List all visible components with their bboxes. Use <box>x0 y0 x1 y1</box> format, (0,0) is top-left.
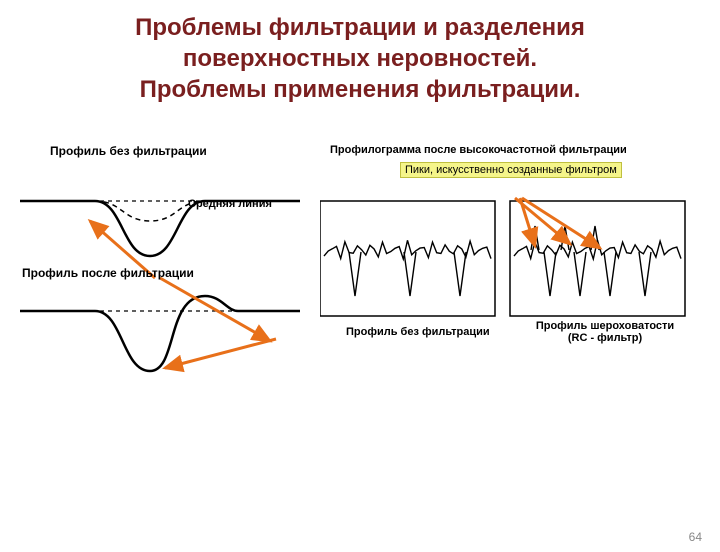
label-mid-line: Средняя линия <box>188 198 272 210</box>
title-line-3: Проблемы применения фильтрации. <box>0 74 720 105</box>
title-line-1: Проблемы фильтрации и разделения <box>0 12 720 43</box>
page-title: Проблемы фильтрации и разделения поверхн… <box>0 12 720 106</box>
label-profile-no-filter-bottom: Профиль без фильтрации <box>346 326 490 338</box>
label-roughness-profile: Профиль шероховатости (RC - фильтр) <box>525 320 685 344</box>
title-line-2: поверхностных неровностей. <box>0 43 720 74</box>
label-profilogram-hf: Профилограмма после высокочастотной филь… <box>330 144 627 156</box>
highlight-artificial-peaks: Пики, искусственно созданные фильтром <box>400 162 622 178</box>
diagram-area: Профиль без фильтрации Средняя линия Про… <box>0 106 720 506</box>
label-roughness-l1: Профиль шероховатости <box>536 320 674 332</box>
page-number: 64 <box>689 530 702 544</box>
label-profile-after-filter: Профиль после фильтрации <box>22 266 194 280</box>
label-roughness-l2: (RC - фильтр) <box>568 332 642 344</box>
label-profile-no-filter-left: Профиль без фильтрации <box>50 144 207 158</box>
